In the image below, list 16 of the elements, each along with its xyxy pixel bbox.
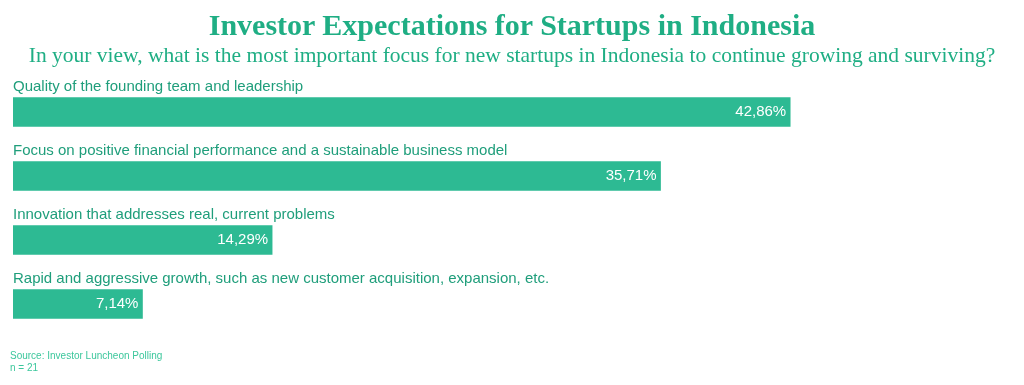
chart-subtitle: In your view, what is the most important focus for new startups in Indonesia to continue growing and surviving? [27, 42, 997, 68]
data-label: 35,71% [605, 166, 657, 184]
data-label: 7,14% [95, 294, 139, 312]
bar [13, 161, 661, 191]
source-note: Source: Investor Luncheon Polling [10, 350, 163, 362]
chart-title: Investor Expectations for Startups in Indonesia [207, 7, 817, 42]
y-tick-label: Quality of the founding team and leadership [13, 77, 304, 95]
bar [13, 225, 273, 255]
bar [13, 289, 143, 319]
bar [13, 97, 791, 127]
y-tick-label: Focus on positive financial performance and a sustainable business model [13, 141, 508, 159]
data-label: 42,86% [735, 102, 787, 120]
y-tick-label: Innovation that addresses real, current problems [13, 205, 335, 223]
y-tick-label: Rapid and aggressive growth, such as new customer acquisition, expansion, etc. [13, 269, 550, 287]
data-label: 14,29% [217, 230, 269, 248]
text: n = 21 [10, 362, 40, 374]
